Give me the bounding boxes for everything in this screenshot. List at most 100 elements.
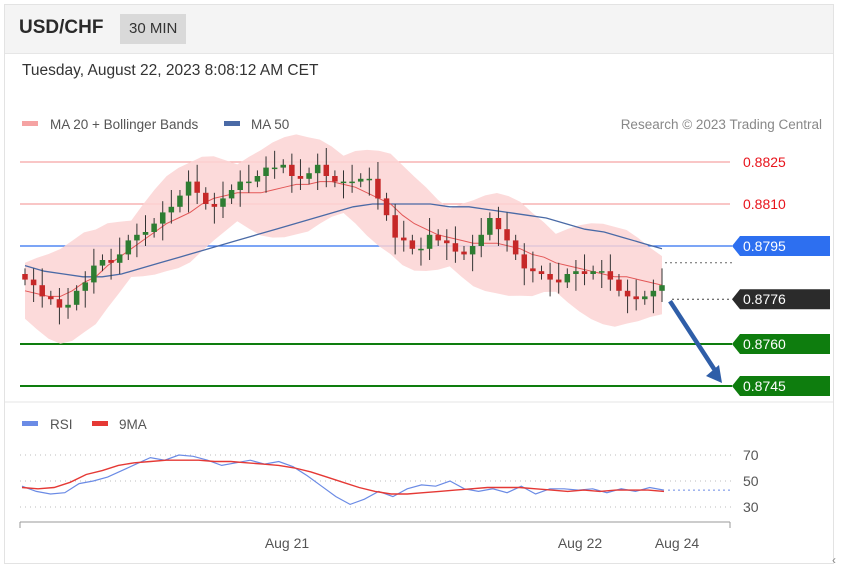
candle-body: [633, 296, 639, 300]
candle-body: [461, 251, 467, 255]
timeframe-badge[interactable]: 30 MIN: [120, 14, 187, 44]
ma50-line: [24, 203, 663, 278]
candle-body: [435, 234, 441, 241]
support-badge: [732, 334, 830, 354]
candle-body: [159, 212, 166, 224]
candle-body: [564, 274, 571, 283]
candle-body: [39, 285, 45, 297]
candle-body: [392, 215, 398, 238]
candle-body: [289, 164, 295, 176]
candle-body: [82, 282, 89, 291]
resistance-label: 0.8825: [743, 154, 786, 170]
x-tick-label: Aug 24: [655, 535, 700, 551]
candle-body: [254, 176, 261, 182]
candle-body: [73, 290, 80, 305]
candle-body: [228, 190, 235, 199]
support-label: 0.8745: [743, 378, 786, 394]
legend-rsi-label: RSI: [50, 417, 73, 432]
candle-body: [444, 240, 450, 244]
candle-body: [116, 254, 123, 263]
candle-body: [401, 237, 407, 241]
candle-body: [91, 265, 97, 283]
legend-ma20-label: MA 20 + Bollinger Bands: [50, 117, 198, 132]
candle-body: [642, 296, 648, 300]
candle-body: [263, 167, 269, 176]
candle-body: [306, 173, 312, 179]
candle-body: [142, 232, 149, 235]
candle-body: [573, 271, 579, 274]
candle-body: [383, 198, 390, 216]
candle-body: [487, 218, 493, 235]
candle-body: [134, 234, 140, 241]
pivot-badge: [732, 236, 830, 256]
candle-body: [469, 246, 476, 255]
forecast-arrow-shaft: [668, 299, 720, 377]
credit-label: Research © 2023 Trading Central: [621, 117, 822, 132]
x-tick-label: Aug 22: [558, 535, 603, 551]
candle-body: [203, 192, 209, 204]
candle-body: [211, 204, 218, 207]
candle-body: [280, 164, 286, 168]
support-label: 0.8760: [743, 336, 786, 352]
candle-body: [340, 181, 347, 184]
candle-body: [237, 181, 243, 190]
candle-body: [194, 181, 200, 193]
rsi-9ma-line: [21, 459, 665, 495]
candle-body: [504, 229, 510, 241]
pivot-label: 0.8795: [743, 238, 786, 254]
candle-body: [659, 285, 665, 291]
candle-body: [349, 181, 355, 184]
candle-body: [616, 279, 622, 291]
candle-body: [357, 178, 364, 182]
legend-ma50-label: MA 50: [251, 117, 289, 132]
candle-body: [418, 248, 424, 251]
chart-header: USD/CHF 30 MIN: [5, 5, 833, 54]
candle-body: [452, 243, 459, 252]
candle-body: [65, 304, 71, 308]
rsi-tick-label: 50: [743, 473, 759, 489]
candle-body: [581, 271, 588, 274]
chart-datetime: Tuesday, August 22, 2023 8:08:12 AM CET: [22, 62, 319, 79]
candle-body: [478, 234, 484, 246]
candle-body: [99, 260, 106, 266]
candle-body: [426, 234, 433, 249]
candle-body: [375, 178, 381, 199]
candle-body: [108, 260, 114, 263]
rsi-tick-label: 70: [743, 447, 759, 463]
candle-body: [220, 198, 226, 207]
candle-body: [246, 181, 252, 184]
candle-body: [409, 240, 416, 249]
candle-body: [56, 299, 63, 308]
rsi-tick-label: 30: [743, 499, 759, 515]
resistance-label: 0.8810: [743, 196, 786, 212]
currency-pair-title: USD/CHF: [19, 17, 104, 38]
legend-9ma-label: 9MA: [119, 417, 147, 432]
candle-body: [512, 240, 519, 255]
candle-body: [125, 240, 132, 255]
candle-body: [650, 290, 657, 297]
legend-9ma-swatch: [92, 421, 108, 426]
candle-body: [598, 271, 605, 273]
legend-ma20-swatch: [22, 121, 38, 126]
legend-ma50-swatch: [224, 121, 240, 126]
candle-body: [624, 290, 631, 297]
resize-handle-icon[interactable]: ‹: [832, 553, 836, 567]
candle-body: [48, 296, 54, 300]
candle-body: [555, 279, 562, 283]
last-price-label: 0.8776: [743, 291, 786, 307]
last-price-badge: [732, 289, 830, 310]
candle-body: [177, 195, 183, 207]
candle-body: [495, 218, 502, 230]
candle-body: [590, 271, 596, 274]
candle-body: [297, 176, 304, 179]
widget-frame: [4, 4, 834, 564]
candle-body: [521, 254, 528, 269]
candle-body: [22, 274, 28, 280]
forecast-arrow-head: [706, 365, 722, 383]
candle-body: [314, 164, 321, 174]
candle-body: [530, 268, 536, 272]
candle-body: [168, 206, 175, 213]
candle-body: [332, 176, 338, 182]
candle-body: [547, 274, 553, 280]
